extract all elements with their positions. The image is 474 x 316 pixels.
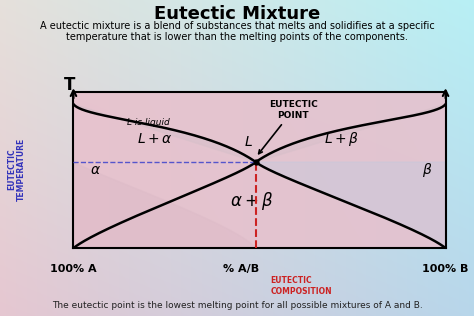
Text: L is liquid: L is liquid bbox=[127, 118, 169, 127]
Polygon shape bbox=[73, 162, 256, 248]
Text: $L + \beta$: $L + \beta$ bbox=[324, 130, 359, 148]
Text: 100% B: 100% B bbox=[422, 264, 469, 274]
Text: $\beta$: $\beta$ bbox=[422, 161, 432, 179]
Text: A eutectic mixture is a blend of substances that melts and solidifies at a speci: A eutectic mixture is a blend of substan… bbox=[40, 21, 434, 42]
Polygon shape bbox=[73, 104, 446, 162]
Text: $L$: $L$ bbox=[244, 135, 253, 149]
Text: $L + \alpha$: $L + \alpha$ bbox=[137, 131, 173, 146]
Text: % A/B: % A/B bbox=[223, 264, 259, 274]
Text: $\alpha + \beta$: $\alpha + \beta$ bbox=[230, 190, 274, 212]
Text: T: T bbox=[64, 76, 75, 94]
Text: $\alpha$: $\alpha$ bbox=[91, 163, 101, 177]
Polygon shape bbox=[256, 162, 446, 248]
Text: EUTECTIC
COMPOSITION: EUTECTIC COMPOSITION bbox=[271, 276, 332, 295]
Text: 100% A: 100% A bbox=[50, 264, 97, 274]
Text: Eutectic Mixture: Eutectic Mixture bbox=[154, 5, 320, 23]
Text: EUTECTIC
POINT: EUTECTIC POINT bbox=[259, 100, 318, 154]
Text: EUTECTIC
TEMPERATURE: EUTECTIC TEMPERATURE bbox=[7, 137, 26, 201]
Text: The eutectic point is the lowest melting point for all possible mixtures of A an: The eutectic point is the lowest melting… bbox=[52, 301, 422, 310]
